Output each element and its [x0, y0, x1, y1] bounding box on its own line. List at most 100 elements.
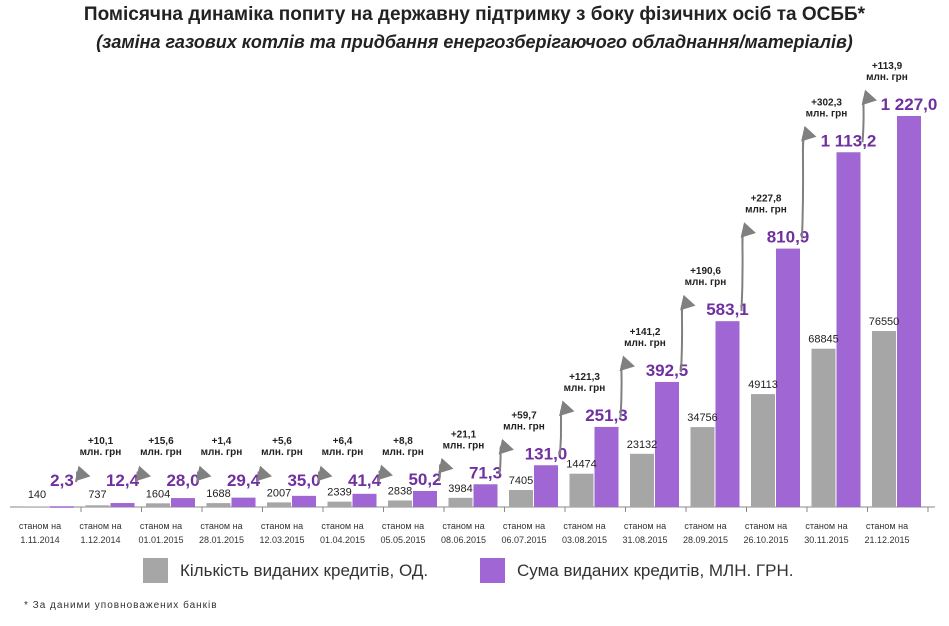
x-tick-label: станом на: [19, 521, 61, 531]
x-tick-label: 28.01.2015: [199, 535, 244, 545]
data-label-sum: 583,1: [706, 300, 749, 319]
increment-arrow: [135, 465, 151, 483]
x-tick-label: 06.07.2015: [501, 535, 546, 545]
data-label-count: 14474: [566, 459, 597, 471]
bar-sum: [594, 426, 619, 507]
x-tick-label: станом на: [805, 521, 847, 531]
increment-arrow: [377, 464, 393, 483]
x-tick-label: станом на: [503, 521, 545, 531]
data-label-sum: 50,2: [408, 470, 441, 489]
x-tick-label: станом на: [442, 521, 484, 531]
increment-unit: млн. грн: [624, 338, 666, 349]
increment-unit: млн. грн: [201, 447, 243, 458]
data-label-sum: 392,5: [646, 361, 689, 380]
data-label-count: 3984: [448, 483, 472, 495]
increment-unit: млн. грн: [261, 447, 303, 458]
bar-sum: [292, 495, 316, 507]
increment-label: +141,2: [630, 327, 661, 338]
x-tick-label: станом на: [200, 521, 242, 531]
increment-unit: млн. грн: [866, 72, 908, 83]
x-tick-label: станом на: [382, 521, 424, 531]
bar-count: [146, 503, 170, 507]
data-label-count: 1604: [146, 488, 170, 500]
increment-label: +190,6: [690, 266, 721, 277]
x-tick-label: станом на: [563, 521, 605, 531]
bar-sum: [776, 248, 800, 508]
increment-arrow: [619, 355, 635, 417]
legend-label: Сума виданих кредитів, МЛН. ГРН.: [517, 560, 794, 580]
data-label-sum: 71,3: [469, 463, 502, 482]
legend-swatch-gray: [143, 558, 168, 583]
x-tick-label: 21.12.2015: [864, 535, 909, 545]
data-label-sum: 2,3: [50, 471, 74, 490]
increment-arrow: [740, 222, 756, 312]
data-label-sum: 131,0: [525, 444, 568, 463]
bar-sum: [715, 321, 740, 507]
increment-unit: млн. грн: [806, 108, 848, 119]
x-tick-label: 01.04.2015: [320, 535, 365, 545]
bar-sum: [836, 152, 861, 507]
x-tick-label: 1.11.2014: [20, 535, 59, 545]
bar-sum: [171, 498, 195, 507]
x-tick-label: станом на: [261, 521, 303, 531]
data-label-sum: 12,4: [106, 471, 140, 490]
footnote: * За даними уповноважених банків: [24, 600, 218, 611]
increment-arrow: [196, 465, 212, 483]
legend-label: Кількість виданих кредитів, ОД.: [180, 560, 429, 580]
x-tick-label: 05.05.2015: [380, 535, 425, 545]
x-tick-label: станом на: [745, 521, 787, 531]
data-label-count: 68845: [808, 334, 839, 346]
bar-count: [327, 501, 352, 507]
data-label-count: 140: [28, 489, 46, 501]
bar-count: [872, 331, 896, 507]
increment-unit: млн. грн: [322, 447, 364, 458]
increment-label: +227,8: [751, 194, 782, 205]
bar-count: [751, 394, 775, 507]
bar-count: [509, 489, 533, 507]
increment-label: +113,9: [872, 61, 903, 72]
increment-unit: млн. грн: [564, 383, 606, 394]
increment-arrow: [256, 465, 272, 483]
x-tick-label: 12.03.2015: [259, 535, 304, 545]
bar-sum: [655, 381, 679, 507]
bar-count: [206, 503, 231, 507]
data-label-count: 1688: [206, 488, 230, 500]
increment-unit: млн. грн: [503, 421, 545, 432]
increment-unit: млн. грн: [140, 447, 182, 458]
bar-sum: [50, 506, 74, 508]
x-tick-label: станом на: [866, 521, 908, 531]
bar-count: [85, 505, 110, 507]
bar-count: [811, 348, 836, 507]
data-label-sum: 1 113,2: [821, 131, 877, 150]
increment-unit: млн. грн: [745, 205, 787, 216]
data-label-count: 2007: [267, 487, 291, 499]
increment-arrow: [438, 457, 454, 482]
data-label-count: 737: [88, 489, 106, 501]
increment-label: +6,4: [333, 436, 353, 447]
increment-label: +302,3: [811, 97, 842, 108]
data-label-count: 2838: [388, 485, 412, 497]
data-label-count: 49113: [748, 379, 778, 391]
bar-sum: [473, 484, 498, 507]
increment-arrow: [498, 438, 514, 475]
data-label-sum: 810,9: [767, 228, 810, 247]
bar-sum: [534, 465, 558, 507]
x-tick-label: 28.09.2015: [683, 535, 728, 545]
x-tick-label: 08.06.2015: [441, 535, 486, 545]
x-tick-label: 03.08.2015: [562, 535, 607, 545]
bar-count: [630, 453, 654, 507]
increment-arrow: [559, 400, 575, 456]
increment-label: +10,1: [88, 436, 114, 447]
chart-subtitle: (заміна газових котлів та придбання енер…: [96, 32, 853, 52]
bar-count: [388, 500, 412, 507]
x-tick-label: 1.12.2014: [80, 535, 120, 545]
bar-count: [448, 497, 473, 507]
data-label-sum: 41,4: [348, 471, 382, 490]
increment-arrow: [317, 465, 333, 483]
x-tick-label: 30.11.2015: [804, 535, 848, 545]
increment-unit: млн. грн: [685, 277, 727, 288]
data-label-sum: 251,3: [585, 406, 628, 425]
bar-sum: [897, 116, 921, 507]
data-label-count: 23132: [627, 439, 658, 451]
